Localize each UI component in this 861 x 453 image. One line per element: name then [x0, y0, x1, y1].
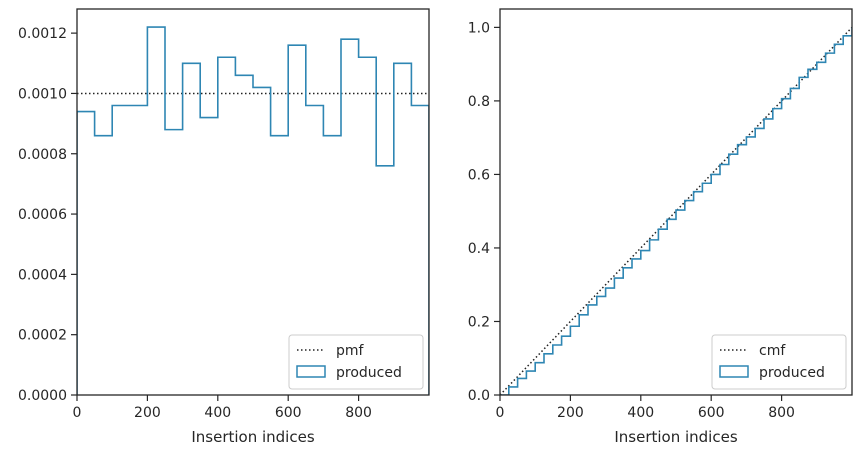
- pmf-x-axis-label: Insertion indices: [191, 428, 314, 446]
- cmf-legend-produced-label: produced: [759, 365, 825, 381]
- pmf-x-tick-label: 800: [345, 405, 372, 421]
- pmf-histogram-marks: [77, 26, 429, 395]
- cmf-cumulative-panel: 0 200 400 600 800 0.0 0.2 0.4 0.6 0.8 1.0 Insertio…: [468, 8, 853, 446]
- cmf-y-tick-label: 1.0: [468, 20, 490, 36]
- pmf-y-tick-label: 0.0010: [18, 86, 67, 102]
- cmf-plot-frame: [499, 8, 853, 396]
- cmf-legend: cmf produced: [711, 334, 847, 390]
- pmf-y-tick-label: 0.0002: [18, 328, 67, 344]
- cmf-x-tick-label: 0: [496, 405, 505, 421]
- cmf-legend-reference-label: cmf: [759, 343, 786, 359]
- pmf-legend: pmf produced: [288, 334, 424, 390]
- pmf-legend-reference-label: pmf: [336, 343, 365, 359]
- cmf-cumulative-marks: [500, 26, 852, 395]
- cmf-y-tick-label: 0.2: [468, 314, 490, 330]
- pmf-y-tick-label: 0.0000: [18, 388, 67, 404]
- pmf-plot-frame: [76, 8, 430, 396]
- cmf-produced-series: [500, 27, 852, 395]
- cmf-x-tick-label: 200: [557, 405, 584, 421]
- pmf-legend-produced-swatch: [296, 365, 326, 378]
- pmf-x-tick-label: 400: [204, 405, 231, 421]
- pmf-axes: 0 200 400 600 800 0.0000 0.0002 0.0004 0.0006 0.0…: [18, 26, 372, 421]
- pmf-y-tick-label: 0.0006: [18, 207, 67, 223]
- cmf-y-tick-label: 0.6: [468, 167, 490, 183]
- cmf-x-axis-label: Insertion indices: [614, 428, 737, 446]
- cmf-legend-box: [711, 334, 847, 390]
- cmf-y-tick-label: 0.8: [468, 94, 490, 110]
- pmf-legend-produced-label: produced: [336, 365, 402, 381]
- pmf-histogram-panel: 0 200 400 600 800 0.0000 0.0002 0.0004 0.0006 0.0…: [18, 8, 430, 446]
- pmf-y-tick-label: 0.0004: [18, 267, 67, 283]
- pmf-x-tick-label: 600: [275, 405, 302, 421]
- cmf-x-tick-label: 800: [768, 405, 795, 421]
- pmf-legend-box: [288, 334, 424, 390]
- cmf-x-tick-label: 600: [698, 405, 725, 421]
- pmf-y-tick-label: 0.0012: [18, 26, 67, 42]
- cmf-axes: 0 200 400 600 800 0.0 0.2 0.4 0.6 0.8 1.0: [468, 20, 795, 421]
- cmf-y-tick-label: 0.0: [468, 388, 490, 404]
- cmf-x-tick-label: 400: [627, 405, 654, 421]
- pmf-y-tick-label: 0.0008: [18, 147, 67, 163]
- pmf-x-tick-label: 200: [134, 405, 161, 421]
- pmf-produced-series: [77, 26, 429, 395]
- cmf-y-tick-label: 0.4: [468, 241, 490, 257]
- cmf-legend-produced-swatch: [719, 365, 749, 378]
- pmf-x-tick-label: 0: [73, 405, 82, 421]
